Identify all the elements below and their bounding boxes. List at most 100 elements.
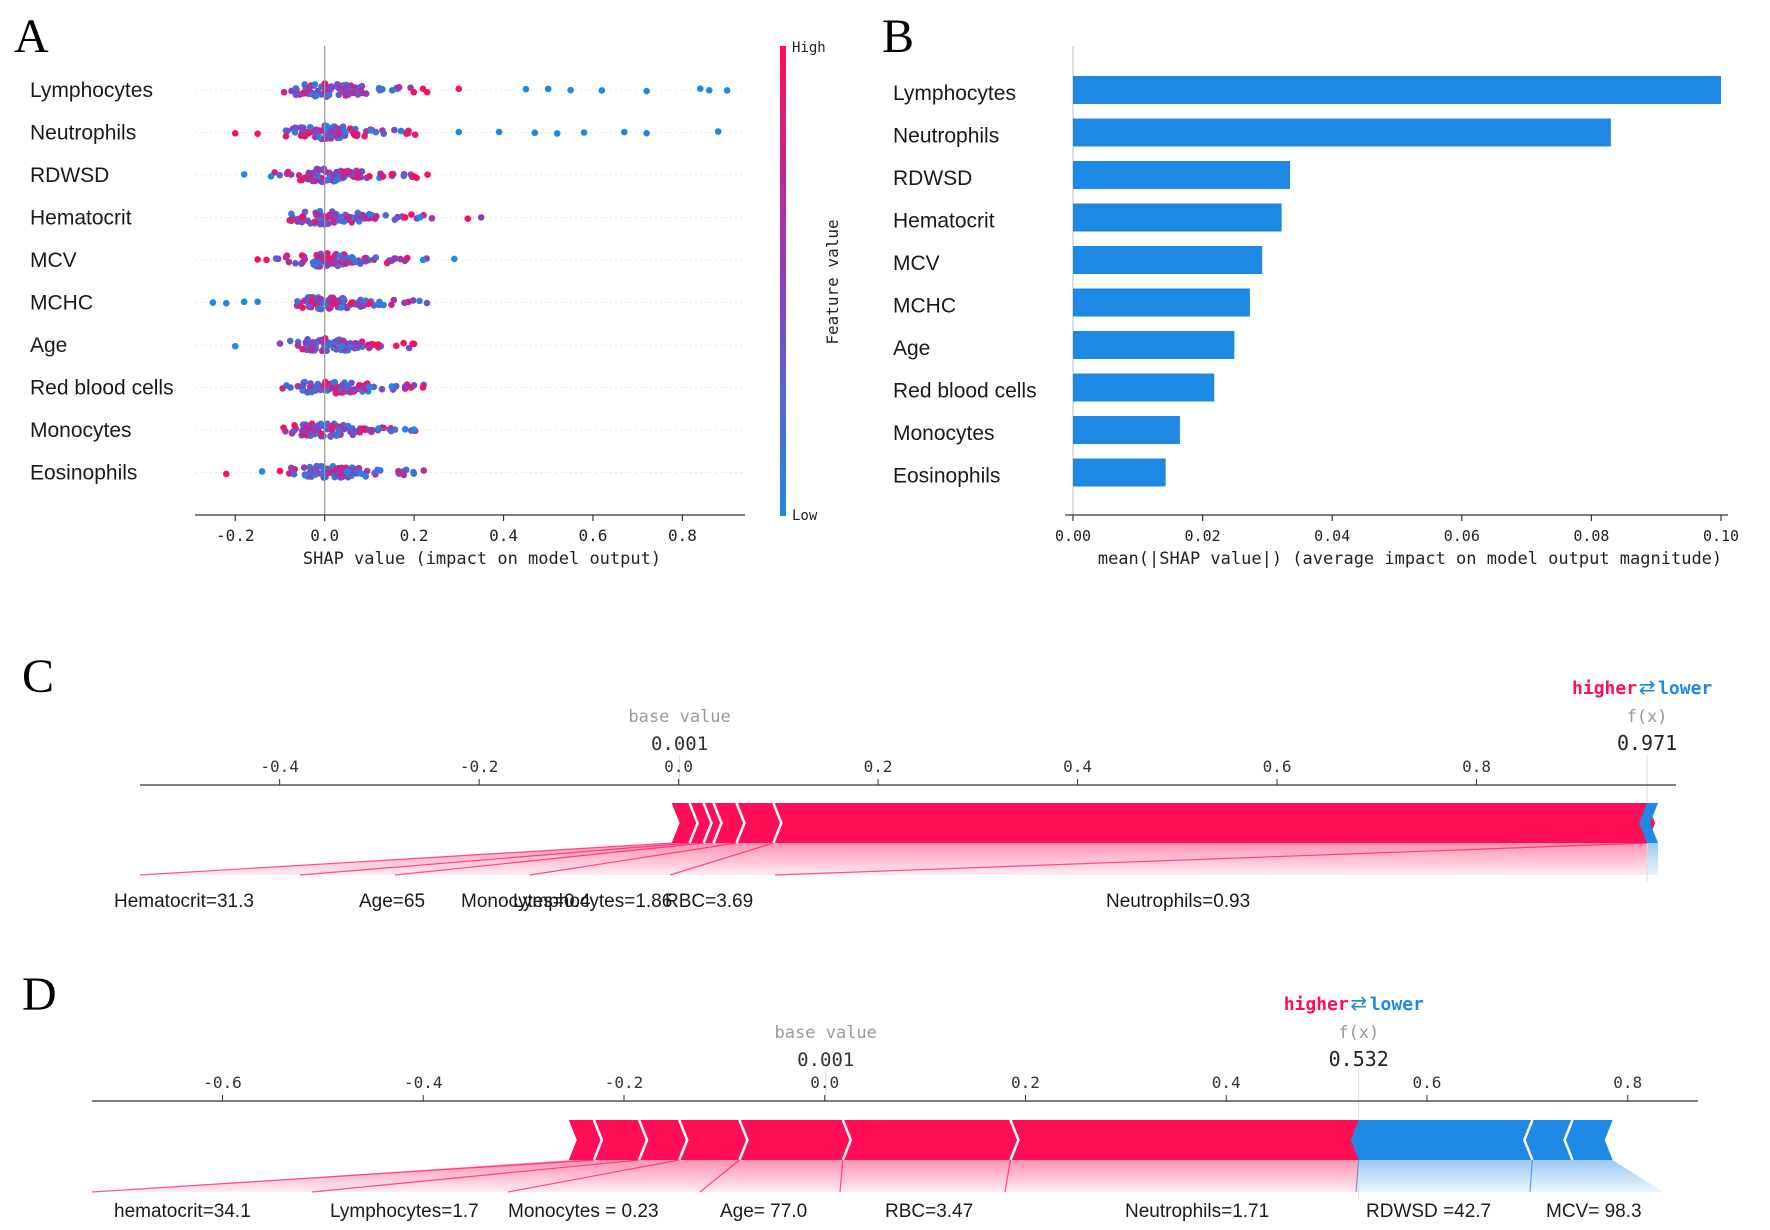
shap-point xyxy=(288,210,295,218)
connector-line xyxy=(507,1159,680,1193)
colorbar-low-label: Low xyxy=(792,508,818,524)
x-tick-label: 0.6 xyxy=(1263,757,1292,776)
shap-point xyxy=(365,344,373,352)
shap-point xyxy=(340,296,347,304)
shap-point xyxy=(346,168,354,176)
shap-point xyxy=(231,130,239,137)
shap-point xyxy=(307,297,315,305)
shap-point xyxy=(723,87,731,94)
shap-point xyxy=(410,468,417,476)
shap-point xyxy=(292,91,300,99)
shap-point xyxy=(350,130,358,138)
shap-point xyxy=(464,215,472,223)
positive-segment xyxy=(736,803,782,843)
x-tick-label: 0.8 xyxy=(1462,757,1491,776)
shap-point xyxy=(331,378,339,386)
force-plot-c: base value 0.001 f(x) 0.971 higher ⇄ lower -0.… xyxy=(114,675,1712,912)
positive-segment xyxy=(1010,1120,1367,1160)
panel-letter-d: D xyxy=(22,968,57,1021)
shap-point xyxy=(322,378,329,386)
connector-line xyxy=(669,842,774,876)
shap-point xyxy=(410,426,418,433)
shap-point xyxy=(359,89,366,97)
connector-line xyxy=(394,842,704,876)
shap-point xyxy=(328,127,335,135)
feature-label: Monocytes xyxy=(30,419,132,442)
shap-point xyxy=(357,469,364,477)
x-tick-label: 0.2 xyxy=(1011,1073,1040,1092)
positive-segment xyxy=(842,1120,1019,1160)
positive-fill xyxy=(92,1160,1359,1192)
x-axis-label: mean(|SHAP value|) (average impact on mo… xyxy=(1098,549,1722,569)
shap-point xyxy=(696,85,704,92)
shap-point xyxy=(209,299,217,306)
shap-point xyxy=(388,257,396,265)
x-tick-label: 0.02 xyxy=(1185,527,1221,545)
shap-point xyxy=(408,211,415,218)
segment-divider xyxy=(702,802,713,844)
shap-point xyxy=(306,123,314,131)
category-label: Eosinophils xyxy=(893,465,1000,488)
shap-point xyxy=(300,89,307,97)
shap-point xyxy=(333,337,341,344)
shap-point xyxy=(341,128,349,135)
connector-line xyxy=(774,842,1648,876)
shap-point xyxy=(375,341,382,348)
x-tick-label: 0.6 xyxy=(1413,1073,1442,1092)
negative-fill xyxy=(1358,1160,1663,1192)
shap-point xyxy=(348,379,355,387)
feature-value-label: Age= 77.0 xyxy=(720,1201,807,1222)
shap-point xyxy=(374,466,381,474)
bar xyxy=(1073,203,1282,232)
shap-point xyxy=(380,301,387,309)
shap-point xyxy=(292,85,300,92)
bar xyxy=(1073,118,1611,147)
x-tick-label: -0.4 xyxy=(404,1073,443,1092)
shap-point xyxy=(294,342,302,349)
shap-point xyxy=(325,339,333,346)
shap-point xyxy=(367,127,375,134)
shap-point xyxy=(423,299,431,307)
shap-point xyxy=(375,84,383,92)
beeswarm-chart: Lymphocytes Neutrophils RDWSD Hematocrit MCV… xyxy=(30,40,842,569)
shap-point xyxy=(288,217,295,225)
shap-point xyxy=(455,128,463,136)
shap-point xyxy=(333,168,340,176)
shap-point xyxy=(304,217,311,224)
fx-value: 0.532 xyxy=(1329,1047,1389,1071)
x-tick-label: 0.6 xyxy=(579,526,608,545)
shap-point xyxy=(315,166,323,174)
x-tick-label: -0.6 xyxy=(203,1073,242,1092)
shap-point xyxy=(391,126,398,134)
shap-point xyxy=(388,171,396,178)
shap-point xyxy=(346,343,354,351)
shap-point xyxy=(643,129,650,137)
feature-label: Age xyxy=(30,334,67,357)
shap-point xyxy=(419,256,427,264)
connector-line xyxy=(311,1159,640,1193)
shap-point xyxy=(335,425,343,433)
legend-higher: higher xyxy=(1572,678,1637,699)
category-label: Monocytes xyxy=(893,422,995,445)
bar xyxy=(1073,161,1291,189)
shap-point xyxy=(338,342,346,350)
base-value-number: 0.001 xyxy=(797,1049,854,1071)
shap-point xyxy=(401,383,409,390)
fx-caption: f(x) xyxy=(1338,1023,1379,1043)
shap-point xyxy=(410,340,418,348)
shap-point xyxy=(380,130,388,137)
shap-point xyxy=(284,127,291,135)
shap-point xyxy=(309,177,316,185)
shap-point xyxy=(299,213,306,220)
shap-point xyxy=(387,427,395,435)
shap-point xyxy=(544,85,552,93)
shap-point xyxy=(290,470,298,478)
category-label: Lymphocytes xyxy=(893,82,1016,105)
shap-point xyxy=(300,464,308,471)
shap-point xyxy=(395,84,403,91)
legend-arrows-icon: ⇄ xyxy=(1350,991,1367,1015)
connector-line xyxy=(1004,1159,1012,1193)
shap-point xyxy=(322,213,330,221)
feature-value-label: RBC=3.69 xyxy=(665,891,753,912)
shap-point xyxy=(410,173,418,180)
